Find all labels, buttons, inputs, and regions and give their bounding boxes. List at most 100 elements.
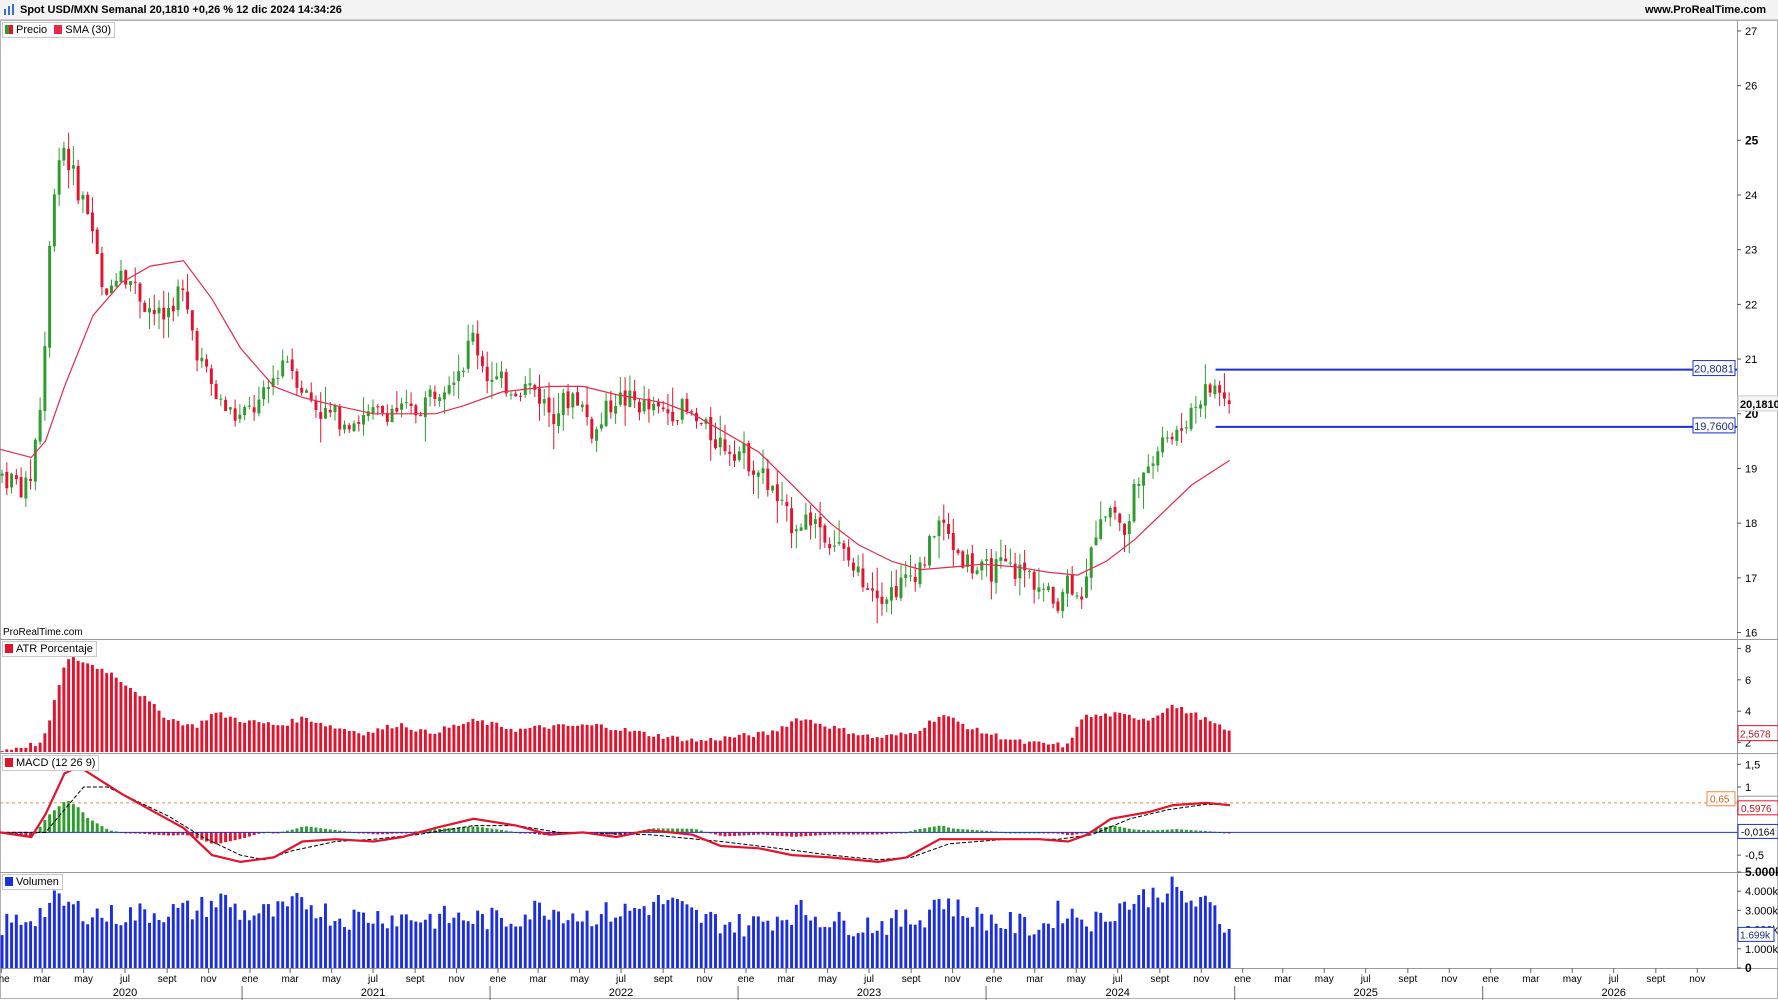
- candle-body: [1051, 586, 1055, 604]
- volume-bar: [880, 921, 884, 968]
- volume-bar: [585, 910, 589, 968]
- candle-body: [5, 471, 9, 489]
- candle-body: [566, 391, 570, 409]
- site-link[interactable]: www.ProRealTime.com: [1644, 4, 1766, 16]
- candle-body: [580, 404, 584, 408]
- atr-bar: [542, 727, 546, 752]
- candle-body: [889, 587, 893, 601]
- candle-body: [628, 390, 632, 407]
- macd-histogram-bar: [285, 830, 289, 833]
- volume-bar: [257, 913, 261, 968]
- level-label-box: [1692, 360, 1736, 377]
- macd-histogram-bar: [167, 832, 171, 836]
- candle-body: [276, 377, 280, 379]
- macd-value-box: [1737, 823, 1778, 839]
- volume-bar: [499, 917, 503, 968]
- macd-histogram-bar: [771, 832, 775, 836]
- candle-body: [1056, 601, 1060, 611]
- macd-histogram-bar: [880, 832, 884, 835]
- atr-bar: [62, 667, 66, 752]
- atr-bar: [742, 733, 746, 752]
- volume-bar: [618, 916, 622, 968]
- volume-bar: [171, 904, 175, 968]
- atr-bar: [652, 736, 656, 752]
- year-label: 2022: [609, 987, 633, 999]
- macd-histogram-bar: [1137, 829, 1141, 833]
- candle-body: [928, 536, 931, 566]
- macd-histogram-bar: [476, 826, 480, 833]
- atr-tick-label: 6: [1745, 675, 1751, 687]
- volume-bar: [1175, 886, 1179, 968]
- candle-body: [1156, 451, 1160, 466]
- macd-histogram-bar: [428, 829, 432, 833]
- macd-histogram-bar: [761, 832, 765, 835]
- atr-bar: [71, 655, 75, 752]
- candle-body: [656, 401, 660, 407]
- atr-bar: [1170, 704, 1174, 752]
- candle-body: [699, 422, 703, 424]
- macd-histogram-bar: [714, 832, 717, 835]
- volume-bar: [76, 900, 80, 968]
- volume-bar: [295, 892, 299, 968]
- volume-bar: [5, 913, 9, 968]
- atr-bar: [557, 724, 561, 752]
- macd-histogram-bar: [366, 832, 370, 834]
- atr-bar: [304, 717, 308, 752]
- volume-bar: [1075, 917, 1079, 968]
- candle-body: [718, 437, 722, 448]
- volume-bar: [200, 896, 204, 968]
- macd-histogram-bar: [295, 828, 299, 833]
- month-label: mar: [530, 974, 548, 985]
- macd-histogram-bar: [832, 832, 836, 835]
- last-price-box: [1737, 395, 1778, 412]
- macd-histogram-bar: [799, 832, 803, 837]
- volume-bar: [233, 903, 237, 968]
- month-label: nov: [1193, 974, 1209, 985]
- candle-body: [1084, 576, 1088, 598]
- month-label: ene: [1482, 974, 1499, 985]
- macd-histogram-bar: [143, 832, 147, 834]
- volume-bar: [1094, 911, 1098, 968]
- macd-histogram-bar: [152, 832, 156, 835]
- macd-histogram-bar: [171, 832, 175, 836]
- macd-histogram-bar: [62, 802, 66, 833]
- volume-bar: [1222, 932, 1226, 968]
- volume-legend[interactable]: Volumen: [2, 874, 63, 890]
- candle-body: [1018, 564, 1022, 579]
- volume-bar: [1013, 933, 1017, 968]
- candle-body: [438, 397, 442, 402]
- atr-swatch-icon: [5, 644, 13, 653]
- volume-bar: [24, 922, 28, 968]
- candle-body: [1146, 466, 1150, 474]
- atr-bar: [1161, 712, 1165, 752]
- price-legend[interactable]: Precio SMA (30): [2, 22, 116, 38]
- macd-histogram-bar: [690, 828, 694, 833]
- macd-legend[interactable]: MACD (12 26 9): [2, 755, 100, 771]
- volume-bar: [723, 924, 727, 968]
- volume-bar: [281, 901, 285, 968]
- volume-tick-label: 3.000k: [1745, 905, 1778, 917]
- volume-bar: [157, 919, 161, 968]
- candle-body: [561, 392, 565, 416]
- atr-legend[interactable]: ATR Porcentaje: [2, 641, 97, 657]
- candle-body: [428, 389, 432, 397]
- volume-bar: [989, 914, 993, 968]
- candle-body: [909, 575, 912, 577]
- macd-histogram-bar: [861, 832, 865, 835]
- macd-swatch-icon: [5, 758, 13, 767]
- atr-bar: [956, 721, 960, 752]
- macd-histogram-bar: [975, 830, 979, 833]
- volume-bar: [243, 910, 247, 968]
- atr-tick-label: 4: [1745, 706, 1751, 718]
- macd-histogram-bar: [909, 831, 912, 833]
- macd-histogram-bar: [923, 828, 927, 833]
- volume-bar: [851, 936, 855, 968]
- macd-histogram-bar: [1070, 832, 1074, 836]
- volume-bar: [837, 911, 841, 968]
- atr-bar: [1156, 715, 1160, 752]
- macd-histogram-bar: [666, 828, 670, 833]
- candle-body: [200, 357, 204, 362]
- atr-value-box: [1737, 725, 1778, 742]
- candle-body: [143, 302, 147, 312]
